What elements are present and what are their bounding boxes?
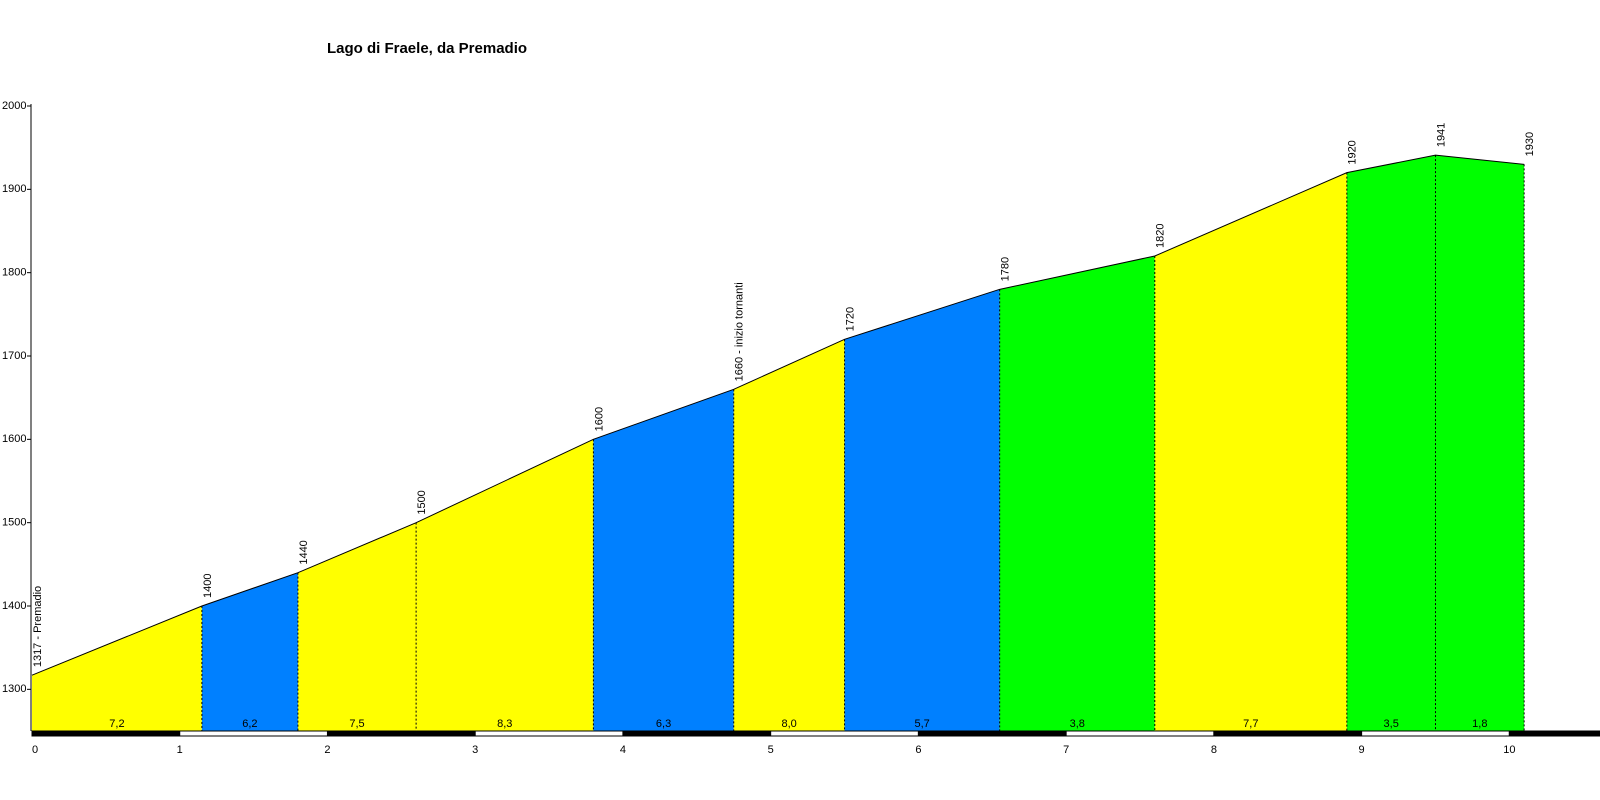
distance-bar (1065, 730, 1215, 737)
gradient-label: 7,5 (349, 718, 364, 730)
segment (297, 522, 417, 731)
x-tick-label: 6 (915, 744, 921, 756)
distance-bar (179, 730, 328, 737)
x-tick-label: 1 (177, 744, 183, 756)
distance-bar (1213, 730, 1363, 737)
distance-bar (770, 730, 919, 737)
x-tick-label: 5 (768, 744, 774, 756)
segment (201, 572, 298, 731)
segment (1154, 172, 1347, 731)
elevation-label: 1440 (298, 540, 310, 564)
segment (593, 389, 734, 731)
elevation-label: 1400 (202, 574, 214, 598)
x-tick-label: 2 (324, 744, 330, 756)
y-tick-label: 2000 (2, 100, 26, 112)
x-tick-label: 7 (1063, 744, 1069, 756)
elevation-label: 1660 - inizio tornanti (734, 282, 746, 381)
y-tick-label: 1500 (2, 517, 26, 529)
distance-bar (1508, 730, 1600, 737)
gradient-label: 5,7 (914, 718, 929, 730)
segment (416, 439, 594, 731)
gradient-label: 3,5 (1384, 718, 1399, 730)
gradient-label: 7,7 (1243, 718, 1258, 730)
gradient-label: 6,2 (242, 718, 257, 730)
gradient-label: 3,8 (1070, 718, 1085, 730)
x-tick-label: 8 (1211, 744, 1217, 756)
distance-bar (917, 730, 1067, 737)
chart-title: Lago di Fraele, da Premadio (327, 40, 527, 57)
y-tick-label: 1400 (2, 600, 26, 612)
y-tick-label: 1700 (2, 350, 26, 362)
segment (844, 289, 1000, 731)
gradient-label: 1,8 (1472, 718, 1487, 730)
x-tick-label: 4 (620, 744, 626, 756)
elevation-label: 1920 (1347, 140, 1359, 164)
segment (1346, 155, 1436, 731)
x-tick-label: 0 (32, 744, 38, 756)
elevation-label: 1780 (1000, 257, 1012, 281)
distance-bar (326, 730, 476, 737)
distance-bar (474, 730, 624, 737)
elevation-label: 1820 (1155, 224, 1167, 248)
segment (1435, 155, 1525, 731)
distance-bar (1361, 730, 1510, 737)
segment (999, 256, 1155, 731)
y-tick-label: 1600 (2, 433, 26, 445)
segment (32, 606, 202, 731)
y-tick-label: 1800 (2, 267, 26, 279)
y-tick-label: 1300 (2, 683, 26, 695)
x-tick-label: 10 (1503, 744, 1515, 756)
elevation-label: 1941 (1435, 123, 1447, 147)
gradient-label: 6,3 (656, 718, 671, 730)
gradient-label: 7,2 (109, 718, 124, 730)
elevation-label: 1600 (593, 407, 605, 431)
distance-bar (622, 730, 772, 737)
gradient-label: 8,3 (497, 718, 512, 730)
distance-bar (31, 730, 181, 737)
segment (733, 339, 845, 731)
elevation-label: 1500 (416, 490, 428, 514)
y-tick-label: 1900 (2, 183, 26, 195)
profile-line (31, 154, 1525, 676)
x-tick-label: 3 (472, 744, 478, 756)
gradient-label: 8,0 (781, 718, 796, 730)
elevation-label: 1720 (844, 307, 856, 331)
x-tick-label: 9 (1359, 744, 1365, 756)
elevation-label: 1317 - Premadio (32, 586, 44, 667)
elevation-label: 1930 (1524, 132, 1536, 156)
